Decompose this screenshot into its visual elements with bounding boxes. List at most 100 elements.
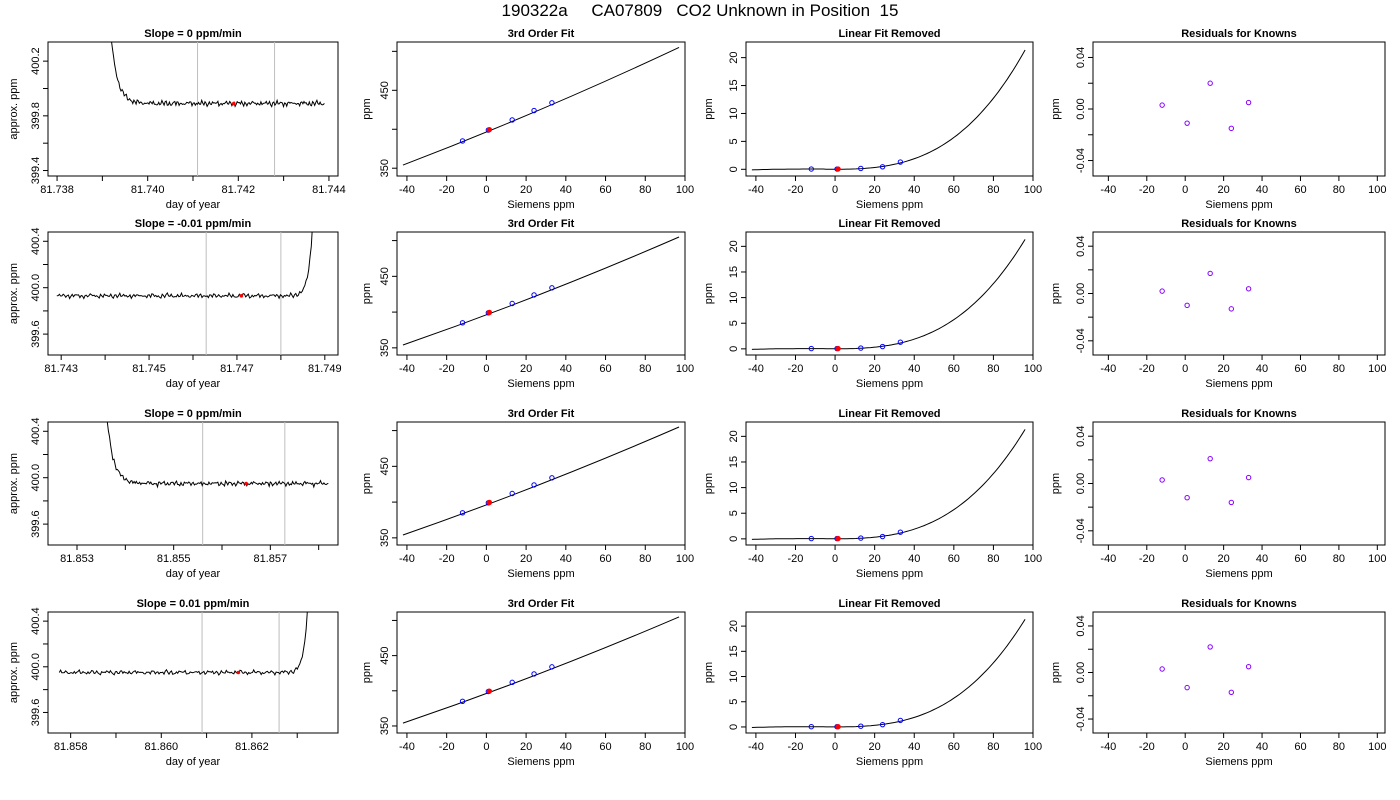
- residual-point: [1207, 80, 1213, 86]
- x-tick-label: 80: [639, 741, 651, 753]
- y-tick-label: 399.6: [30, 699, 42, 727]
- known-point: [808, 166, 815, 172]
- x-tick-label: 0: [483, 184, 489, 196]
- y-axis-label: ppm: [1050, 473, 1062, 494]
- x-tick-label: 81.857: [254, 553, 288, 565]
- residual-point: [1184, 494, 1190, 501]
- plot-area: [111, 42, 325, 176]
- x-tick-label: -20: [788, 553, 804, 565]
- x-tick-label: -20: [439, 184, 455, 196]
- y-tick-label: 0.00: [1075, 283, 1087, 304]
- x-tick-label: 40: [1256, 741, 1268, 753]
- y-tick-label: 15: [728, 266, 740, 278]
- x-tick-label: 0: [483, 553, 489, 565]
- x-tick-label: 80: [987, 553, 999, 565]
- plot-area: [751, 49, 1026, 172]
- x-tick-label: 40: [560, 741, 572, 753]
- y-axis-label: ppm: [703, 473, 715, 494]
- x-tick-label: 60: [948, 553, 960, 565]
- panel-title: 3rd Order Fit: [508, 408, 575, 420]
- x-tick-label: 81.858: [54, 741, 88, 753]
- residual-curve: [751, 619, 1026, 728]
- known-point: [549, 100, 555, 106]
- y-tick-label: 0.00: [1075, 98, 1087, 119]
- x-tick-label: 80: [987, 363, 999, 375]
- x-axis-label: Siemens ppm: [856, 756, 923, 768]
- x-tick-label: -40: [399, 184, 415, 196]
- residual-point: [1228, 125, 1235, 132]
- x-tick-label: 80: [639, 553, 651, 565]
- known-point: [549, 664, 555, 670]
- plot-frame: [745, 231, 1034, 356]
- y-tick-label: 20: [728, 620, 740, 632]
- plot-frame: [396, 421, 686, 546]
- known-point: [509, 490, 515, 497]
- y-tick-label: 400.0: [30, 464, 42, 492]
- residual-point: [1159, 102, 1165, 108]
- y-tick-label: 10: [728, 481, 740, 493]
- panel-title: Linear Fit Removed: [838, 218, 940, 230]
- x-axis-label: Siemens ppm: [1205, 756, 1272, 768]
- x-tick-label: -20: [788, 363, 804, 375]
- x-axis-label: Siemens ppm: [856, 199, 923, 211]
- x-tick-label: 80: [1333, 553, 1345, 565]
- y-tick-label: 10: [728, 670, 740, 682]
- panel-3-2: Linear Fit Removed-40 -20 0 20 40 60 80 100Siem…: [703, 598, 1042, 768]
- unknown-point: [835, 535, 841, 542]
- known-point: [897, 339, 904, 345]
- y-tick-label: 450: [379, 457, 391, 475]
- plot-area: [751, 429, 1026, 542]
- known-point: [879, 533, 886, 540]
- y-tick-label: 0.04: [1075, 615, 1087, 636]
- x-tick-label: 81.860: [144, 741, 178, 753]
- x-tick-label: -20: [788, 741, 804, 753]
- x-tick-label: 60: [599, 184, 611, 196]
- x-tick-label: 0: [1182, 363, 1188, 375]
- known-point: [531, 671, 537, 677]
- panel-0-2: Linear Fit Removed-40 -20 0 20 40 60 80 100Siem…: [703, 28, 1042, 211]
- y-axis-label: ppm: [361, 473, 373, 494]
- y-tick-label: 450: [379, 81, 391, 99]
- panel-title: Linear Fit Removed: [838, 28, 940, 40]
- x-tick-label: -20: [1139, 553, 1155, 565]
- y-axis-label: ppm: [703, 283, 715, 304]
- y-tick-label: 20: [728, 430, 740, 442]
- x-tick-label: 80: [1333, 184, 1345, 196]
- x-tick-label: -40: [748, 553, 764, 565]
- x-tick-label: 60: [599, 553, 611, 565]
- y-tick-label: 0.04: [1075, 425, 1087, 446]
- plot-frame: [745, 41, 1034, 177]
- y-tick-label: 400.0: [30, 653, 42, 681]
- y-axis-label: ppm: [1050, 662, 1062, 683]
- concentration-trace: [106, 422, 329, 489]
- panel-2-2: Linear Fit Removed-40 -20 0 20 40 60 80 100Siem…: [703, 408, 1042, 580]
- known-point: [808, 535, 815, 542]
- x-tick-label: 20: [1218, 553, 1230, 565]
- y-tick-label: 450: [379, 646, 391, 664]
- unknown-marker: [239, 294, 244, 298]
- x-tick-label: 80: [1333, 363, 1345, 375]
- y-tick-label: 0.04: [1075, 47, 1087, 68]
- x-tick-label: 80: [987, 184, 999, 196]
- x-tick-label: 40: [560, 363, 572, 375]
- known-point: [808, 723, 815, 730]
- plot-area: [402, 426, 680, 536]
- plot-area: [1159, 455, 1252, 506]
- plot-area: [106, 422, 329, 545]
- panel-title: Residuals for Knowns: [1181, 598, 1297, 610]
- x-tick-label: 40: [908, 553, 920, 565]
- x-tick-label: -20: [1139, 184, 1155, 196]
- y-tick-label: -0.04: [1075, 518, 1087, 543]
- x-tick-label: -20: [439, 553, 455, 565]
- plot-frame: [47, 421, 339, 546]
- residual-point: [1228, 499, 1235, 506]
- panel-title: Residuals for Knowns: [1181, 218, 1297, 230]
- y-tick-label: -0.04: [1075, 328, 1087, 353]
- x-axis-label: Siemens ppm: [1205, 199, 1272, 211]
- x-tick-label: 100: [1024, 553, 1042, 565]
- panel-3-3: Residuals for Knowns -40 -20 0 20 40 60 80 100 Si…: [1050, 598, 1386, 768]
- x-tick-label: 81.744: [312, 184, 346, 196]
- plot-area: [402, 616, 680, 724]
- residual-point: [1159, 288, 1165, 294]
- y-tick-label: 0: [728, 724, 740, 730]
